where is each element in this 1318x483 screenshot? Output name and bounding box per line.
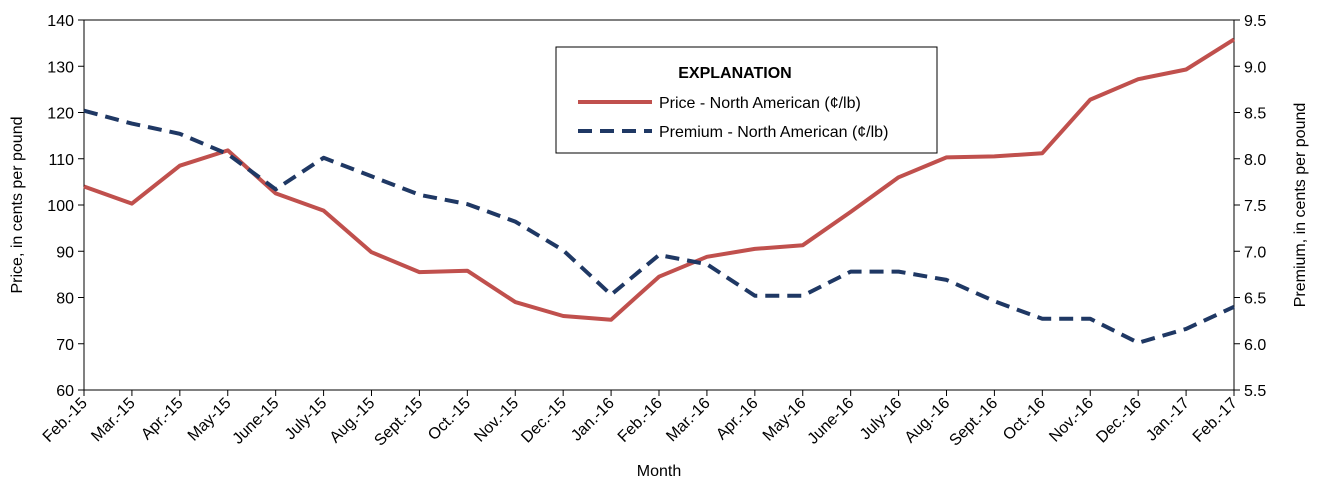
y-right-tick-label: 7.0 [1244,244,1266,261]
y-right-tick-label: 6.5 [1244,291,1266,308]
x-tick-label: Apr.-15 [138,395,187,444]
y-right-tick-label: 8.5 [1244,106,1266,123]
y-left-tick-label: 90 [56,244,74,261]
y-right-tick-label: 9.5 [1244,13,1266,30]
y-left-tick-label: 110 [48,152,74,169]
y-right-tick-label: 8.0 [1244,152,1266,169]
y-right-tick-label: 5.5 [1244,383,1266,400]
y-left-tick-label: 80 [56,291,74,308]
y-left-tick-label: 60 [56,383,74,400]
x-tick-label: Nov.-15 [471,395,522,446]
left-axis-ticks: 60 70 80 90 100 110 120 130 140 [47,13,84,400]
x-tick-label: May-16 [760,395,810,445]
x-tick-label: June-16 [805,395,858,448]
y-left-tick-label: 100 [47,198,74,215]
x-tick-label: Sept.-16 [946,395,1001,450]
x-tick-label: May-15 [185,395,235,445]
x-tick-label: Jan.-17 [1143,395,1193,445]
x-tick-label: July-16 [857,395,906,444]
x-tick-label: July-15 [282,395,331,444]
y-axis-left-title: Price, in cents per pound [9,117,26,294]
x-tick-label: Dec.-15 [518,395,570,447]
x-tick-label: Feb.-16 [615,395,666,446]
x-tick-label: Oct.-16 [1000,395,1049,444]
series-layer [83,37,1236,345]
y-left-tick-label: 70 [56,337,74,354]
x-tick-label: Feb.-15 [40,395,91,446]
x-tick-label: Feb.-17 [1190,395,1241,446]
x-tick-label: Apr.-16 [713,395,762,444]
legend-label-premium: Premium - North American (¢/lb) [659,124,888,141]
x-tick-label: Mar.-16 [663,395,713,445]
x-tick-label: June-15 [230,395,283,448]
price-series-line [83,37,1236,322]
x-axis-title: Month [637,463,681,480]
y-axis-right-title: Premium, in cents per pound [1292,103,1309,308]
x-tick-label: Aug.-15 [327,395,379,447]
x-tick-label: Jan.-16 [568,395,618,445]
legend-label-price: Price - North American (¢/lb) [659,95,861,112]
x-tick-label: Mar.-15 [88,395,138,445]
x-tick-label: Nov.-16 [1046,395,1097,446]
x-tick-label: Dec.-16 [1093,395,1145,447]
y-left-tick-label: 140 [47,13,74,30]
legend-title: EXPLANATION [678,65,791,82]
y-right-tick-label: 9.0 [1244,59,1266,76]
right-axis-ticks: 5.5 6.0 6.5 7.0 7.5 8.0 8.5 9.0 9.5 [1234,13,1266,400]
legend: EXPLANATION Price - North American (¢/lb… [555,46,938,154]
y-right-tick-label: 7.5 [1244,198,1266,215]
y-right-tick-label: 6.0 [1244,337,1266,354]
x-tick-label: Aug.-16 [902,395,954,447]
x-tick-label: Oct.-15 [425,395,474,444]
y-left-tick-label: 120 [47,106,74,123]
y-left-tick-label: 130 [47,59,74,76]
premium-series-line [83,108,1235,345]
x-tick-label: Sept.-15 [371,395,426,450]
